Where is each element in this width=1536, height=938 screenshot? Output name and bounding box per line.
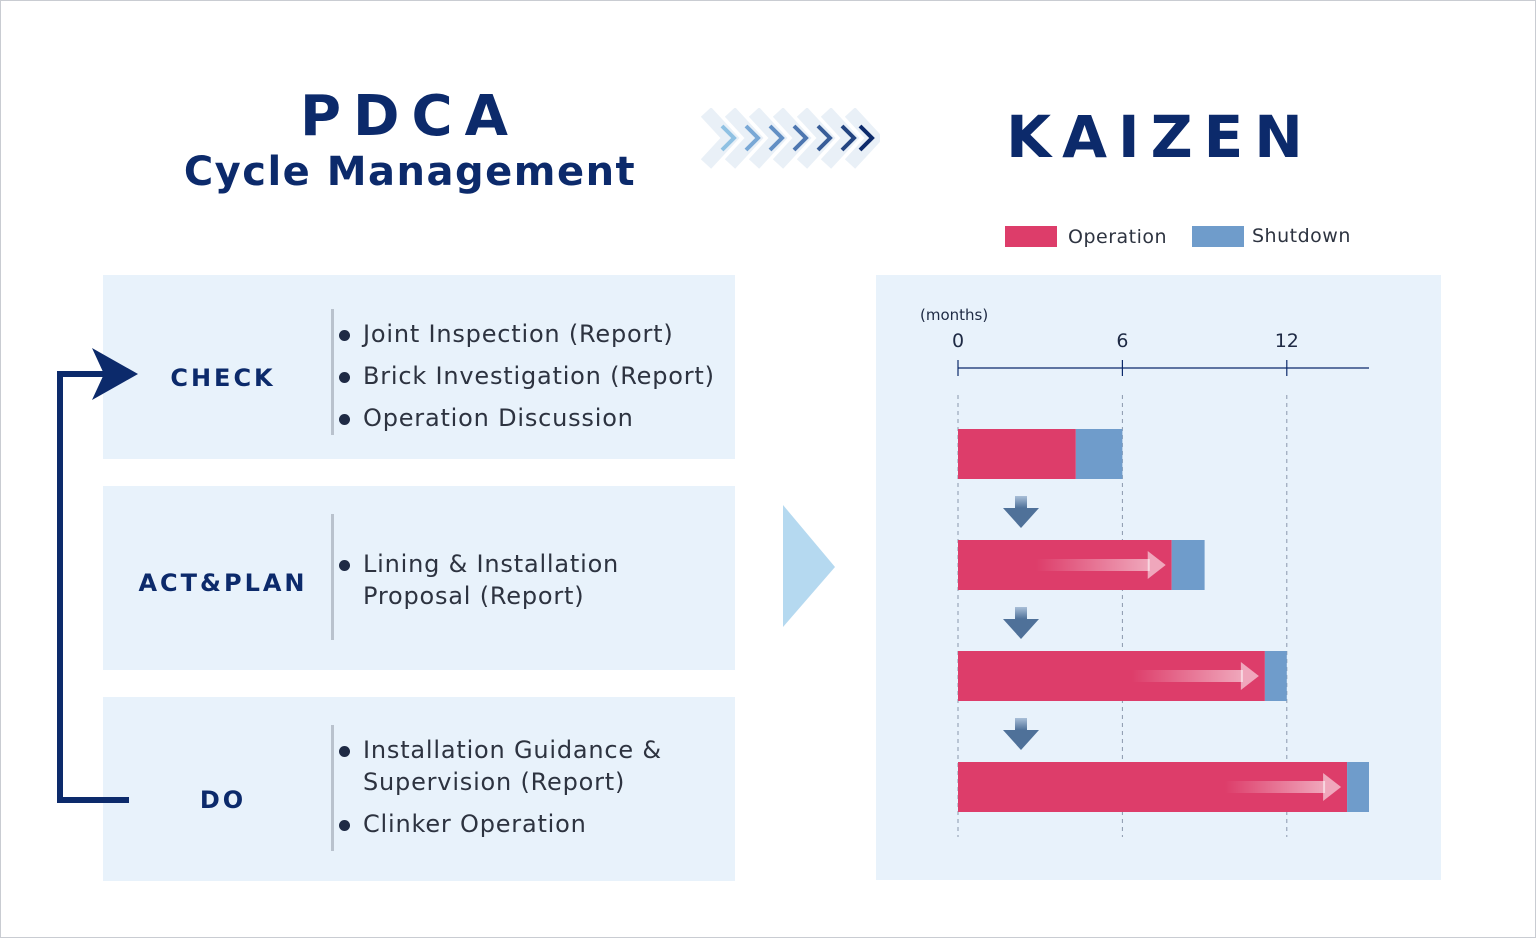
panel-divider	[331, 309, 334, 435]
list-item: Installation Guidance &	[339, 734, 662, 766]
bar-shutdown	[1171, 540, 1205, 590]
list-item: Joint Inspection (Report)	[339, 318, 674, 350]
bullet-icon	[339, 414, 350, 425]
down-arrow-shaft	[1015, 718, 1027, 730]
do-panel: DO Installation Guidance & Supervision (…	[103, 697, 735, 881]
bullet-icon	[339, 746, 350, 757]
kaizen-title: KAIZEN	[1006, 103, 1314, 171]
extension-arrow-shaft	[1224, 781, 1326, 793]
down-arrow-icon	[1003, 619, 1039, 639]
axis-label-months: (months)	[920, 306, 988, 324]
extension-arrow-shaft	[1035, 559, 1150, 571]
legend-label-operation: Operation	[1068, 226, 1168, 248]
check-panel: CHECK Joint Inspection (Report) Brick In…	[103, 275, 735, 459]
extension-arrow-shaft	[1131, 670, 1243, 682]
list-item: Clinker Operation	[339, 808, 587, 840]
x-tick-label: 6	[1116, 330, 1128, 352]
pdca-title: PDCA	[300, 84, 520, 149]
down-arrow-shaft	[1015, 496, 1027, 508]
bullet-icon	[339, 560, 350, 571]
panel-divider	[331, 514, 334, 640]
bar-operation	[958, 429, 1076, 479]
cycle-loop-arrow-icon	[57, 348, 138, 803]
bar-shutdown	[1264, 651, 1287, 701]
panel-divider	[331, 725, 334, 851]
step-label-act-plan: ACT&PLAN	[138, 569, 308, 597]
kaizen-chart-panel: (months) 0 6 12	[876, 275, 1441, 880]
legend-swatch-shutdown	[1192, 226, 1244, 247]
extension-arrow-head	[1323, 773, 1342, 801]
x-tick-label: 12	[1275, 330, 1299, 352]
bar-shutdown	[1347, 762, 1369, 812]
down-arrow-icon	[1003, 730, 1039, 750]
act-plan-panel: ACT&PLAN Lining & Installation Proposal …	[103, 486, 735, 670]
down-arrow-icon	[1003, 508, 1039, 528]
list-item: Operation Discussion	[339, 402, 634, 434]
cycle-management-subtitle: Cycle Management	[183, 149, 637, 195]
bullet-icon	[339, 820, 350, 831]
x-tick-label: 0	[952, 330, 964, 352]
chevron-arrows-icon	[700, 108, 880, 169]
transition-arrow-icon	[783, 505, 835, 627]
list-item-continuation: Proposal (Report)	[363, 582, 585, 610]
list-item: Lining & Installation	[339, 548, 619, 580]
step-label-check: CHECK	[170, 364, 276, 392]
legend-label-shutdown: Shutdown	[1252, 225, 1351, 247]
extension-arrow-head	[1240, 662, 1259, 690]
list-item: Brick Investigation (Report)	[339, 360, 715, 392]
list-item-continuation: Supervision (Report)	[363, 768, 626, 796]
extension-arrow-head	[1147, 551, 1166, 579]
bar-shutdown	[1075, 429, 1123, 479]
bullet-icon	[339, 330, 350, 341]
kaizen-bar-chart: (months) 0 6 12	[920, 306, 1369, 837]
bullet-icon	[339, 372, 350, 383]
step-label-do: DO	[199, 786, 247, 814]
down-arrow-shaft	[1015, 607, 1027, 619]
legend-swatch-operation	[1005, 226, 1057, 247]
